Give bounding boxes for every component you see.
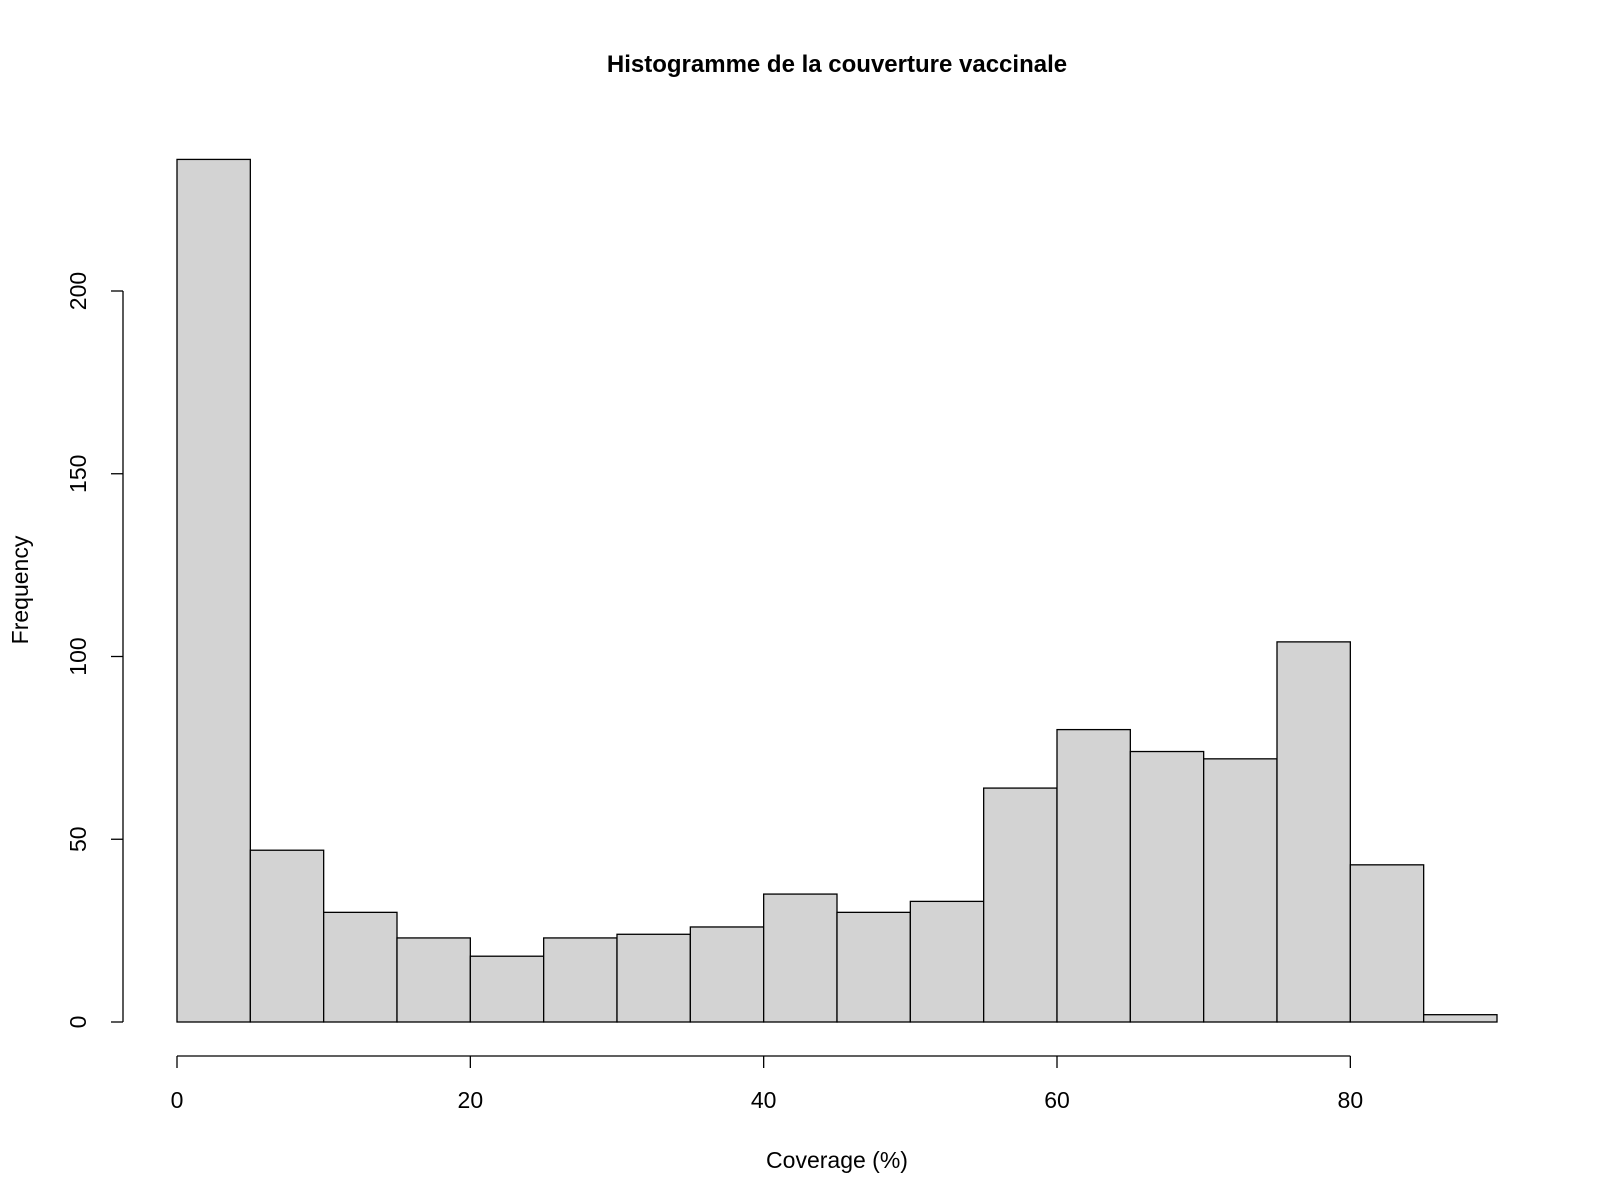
histogram-bar	[249, 849, 325, 1023]
histogram-bar	[1276, 641, 1351, 1023]
bars-group	[176, 158, 1498, 1023]
histogram-bar	[1129, 750, 1205, 1023]
histogram-bar	[763, 893, 838, 1023]
histogram-bar	[323, 911, 398, 1023]
chart-title: Histogramme de la couverture vaccinale	[607, 51, 1067, 78]
histogram-bar	[1423, 1014, 1498, 1023]
x-tick-label: 0	[171, 1087, 184, 1113]
x-tick-label: 20	[458, 1087, 484, 1113]
y-tick-label: 150	[65, 455, 91, 493]
histogram-bar	[909, 900, 985, 1023]
histogram-bar	[1056, 728, 1131, 1023]
histogram-bar	[689, 926, 765, 1023]
histogram-bar	[396, 937, 471, 1023]
y-axis-label: Frequency	[7, 535, 33, 644]
histogram-bar	[983, 787, 1058, 1023]
x-tick-label: 40	[751, 1087, 777, 1113]
x-axis-label: Coverage (%)	[766, 1147, 908, 1173]
histogram-bar	[616, 933, 691, 1023]
y-tick-label: 50	[65, 826, 91, 852]
histogram-bar	[469, 955, 545, 1023]
x-tick-label: 80	[1338, 1087, 1364, 1113]
x-tick-label: 60	[1044, 1087, 1070, 1113]
y-axis: 0 50 100 150 200	[65, 272, 124, 1029]
histogram-bar	[176, 158, 251, 1023]
y-tick-label: 200	[65, 272, 91, 310]
x-axis: 0 20 40 60 80	[171, 1055, 1364, 1113]
y-tick-label: 100	[65, 637, 91, 675]
histogram-bar	[1349, 864, 1425, 1023]
histogram-bar	[836, 911, 911, 1023]
histogram-bar	[543, 937, 618, 1023]
histogram-bar	[1203, 758, 1278, 1023]
y-tick-label: 0	[65, 1016, 91, 1029]
